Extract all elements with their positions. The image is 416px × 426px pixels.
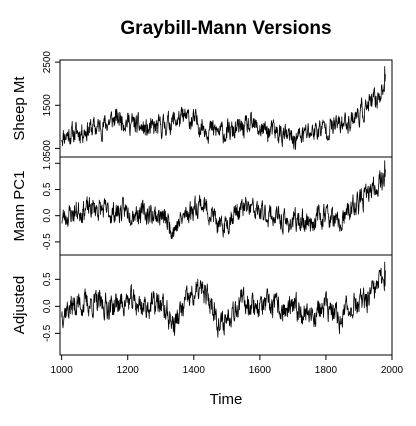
series-line — [61, 261, 386, 338]
y-tick-label: -0.5 — [42, 324, 53, 342]
series-line — [61, 160, 386, 240]
y-tick-label: 1.0 — [42, 156, 53, 170]
panel-3: -0.5 0.0 0.5 Adjusted — [11, 254, 393, 356]
y-tick-label: 0.0 — [42, 208, 53, 222]
x-axis: 1000 1200 1400 1600 1800 2000 — [51, 355, 404, 376]
panel-2: -0.5 0.0 0.5 1.0 Mann PC1 — [11, 156, 393, 256]
x-tick-label: 1000 — [51, 365, 74, 376]
y-tick-label: -0.5 — [42, 233, 53, 251]
y-tick-label: 0.5 — [42, 182, 53, 196]
panels-group: 500 1500 2500 Sheep Mt -0.5 0.0 0.5 1.0 Mann PC1… — [11, 51, 393, 356]
x-tick-label: 2000 — [381, 365, 404, 376]
y-tick-label: 0.0 — [42, 299, 53, 313]
y-tick-label: 2500 — [42, 51, 53, 74]
y-tick-label: 0.5 — [42, 272, 53, 286]
y-tick-label: 500 — [42, 140, 53, 157]
panel-frame — [59, 254, 393, 356]
y-axis-label: Adjusted — [11, 276, 28, 334]
y-axis-label: Mann PC1 — [11, 171, 28, 242]
y-tick-label: 1500 — [42, 94, 53, 117]
chart-title: Graybill-Mann Versions — [120, 18, 331, 39]
x-tick-label: 1800 — [315, 365, 338, 376]
y-axis-label: Sheep Mt — [11, 76, 28, 141]
x-axis-label: Time — [210, 391, 243, 408]
x-tick-label: 1200 — [117, 365, 140, 376]
series-line — [61, 66, 386, 151]
x-tick-label: 1600 — [249, 365, 272, 376]
x-tick-label: 1400 — [183, 365, 206, 376]
